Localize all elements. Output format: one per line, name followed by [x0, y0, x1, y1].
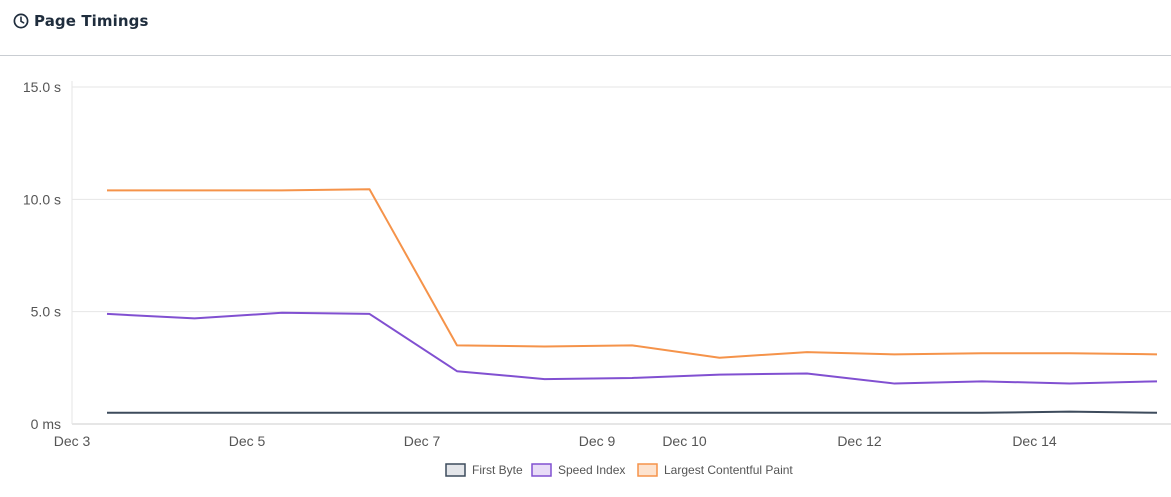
y-tick-label: 5.0 s: [31, 304, 61, 320]
series-lines: [106, 188, 1158, 414]
legend-label: First Byte: [472, 463, 523, 477]
legend-swatch: [445, 463, 466, 477]
legend-item-first-byte[interactable]: First Byte: [445, 463, 523, 477]
series-line-first-byte[interactable]: [107, 410, 1158, 414]
legend-swatch: [531, 463, 552, 477]
legend-label: Speed Index: [558, 463, 625, 477]
panel-header: Page Timings: [0, 0, 1171, 56]
legend-item-speed-index[interactable]: Speed Index: [531, 463, 625, 477]
y-axis-ticks: 0 ms 5.0 s 10.0 s 15.0 s: [23, 79, 61, 432]
title-group: Page Timings: [13, 12, 149, 30]
chart-legend[interactable]: First Byte Speed Index Largest Contentful …: [445, 463, 793, 477]
series-line-largest-contentful-paint[interactable]: [107, 188, 1158, 359]
x-tick-label: Dec 12: [837, 433, 882, 449]
y-tick-label: 0 ms: [31, 416, 61, 432]
x-tick-label: Dec 3: [54, 433, 91, 449]
y-tick-label: 10.0 s: [23, 191, 61, 207]
x-axis-ticks: Dec 3 Dec 5 Dec 7 Dec 9 Dec 10 Dec 12 Dec 14: [54, 433, 1057, 449]
legend-swatch: [637, 463, 658, 477]
x-tick-label: Dec 10: [662, 433, 707, 449]
grid-lines: [71, 81, 1171, 425]
page-title: Page Timings: [34, 12, 149, 30]
x-tick-label: Dec 14: [1012, 433, 1057, 449]
legend-item-largest-contentful-paint[interactable]: Largest Contentful Paint: [637, 463, 793, 477]
x-tick-label: Dec 9: [579, 433, 616, 449]
clock-icon: [13, 13, 29, 29]
series-line-speed-index[interactable]: [106, 311, 1158, 385]
page-timings-chart: 0 ms5.0 s10.0 s15.0 s Dec 3 Dec 5 Dec 7 Dec…: [23, 79, 1171, 477]
x-tick-label: Dec 5: [229, 433, 266, 449]
legend-label: Largest Contentful Paint: [664, 463, 793, 477]
y-tick-label: 15.0 s: [23, 79, 61, 95]
x-tick-label: Dec 7: [404, 433, 441, 449]
